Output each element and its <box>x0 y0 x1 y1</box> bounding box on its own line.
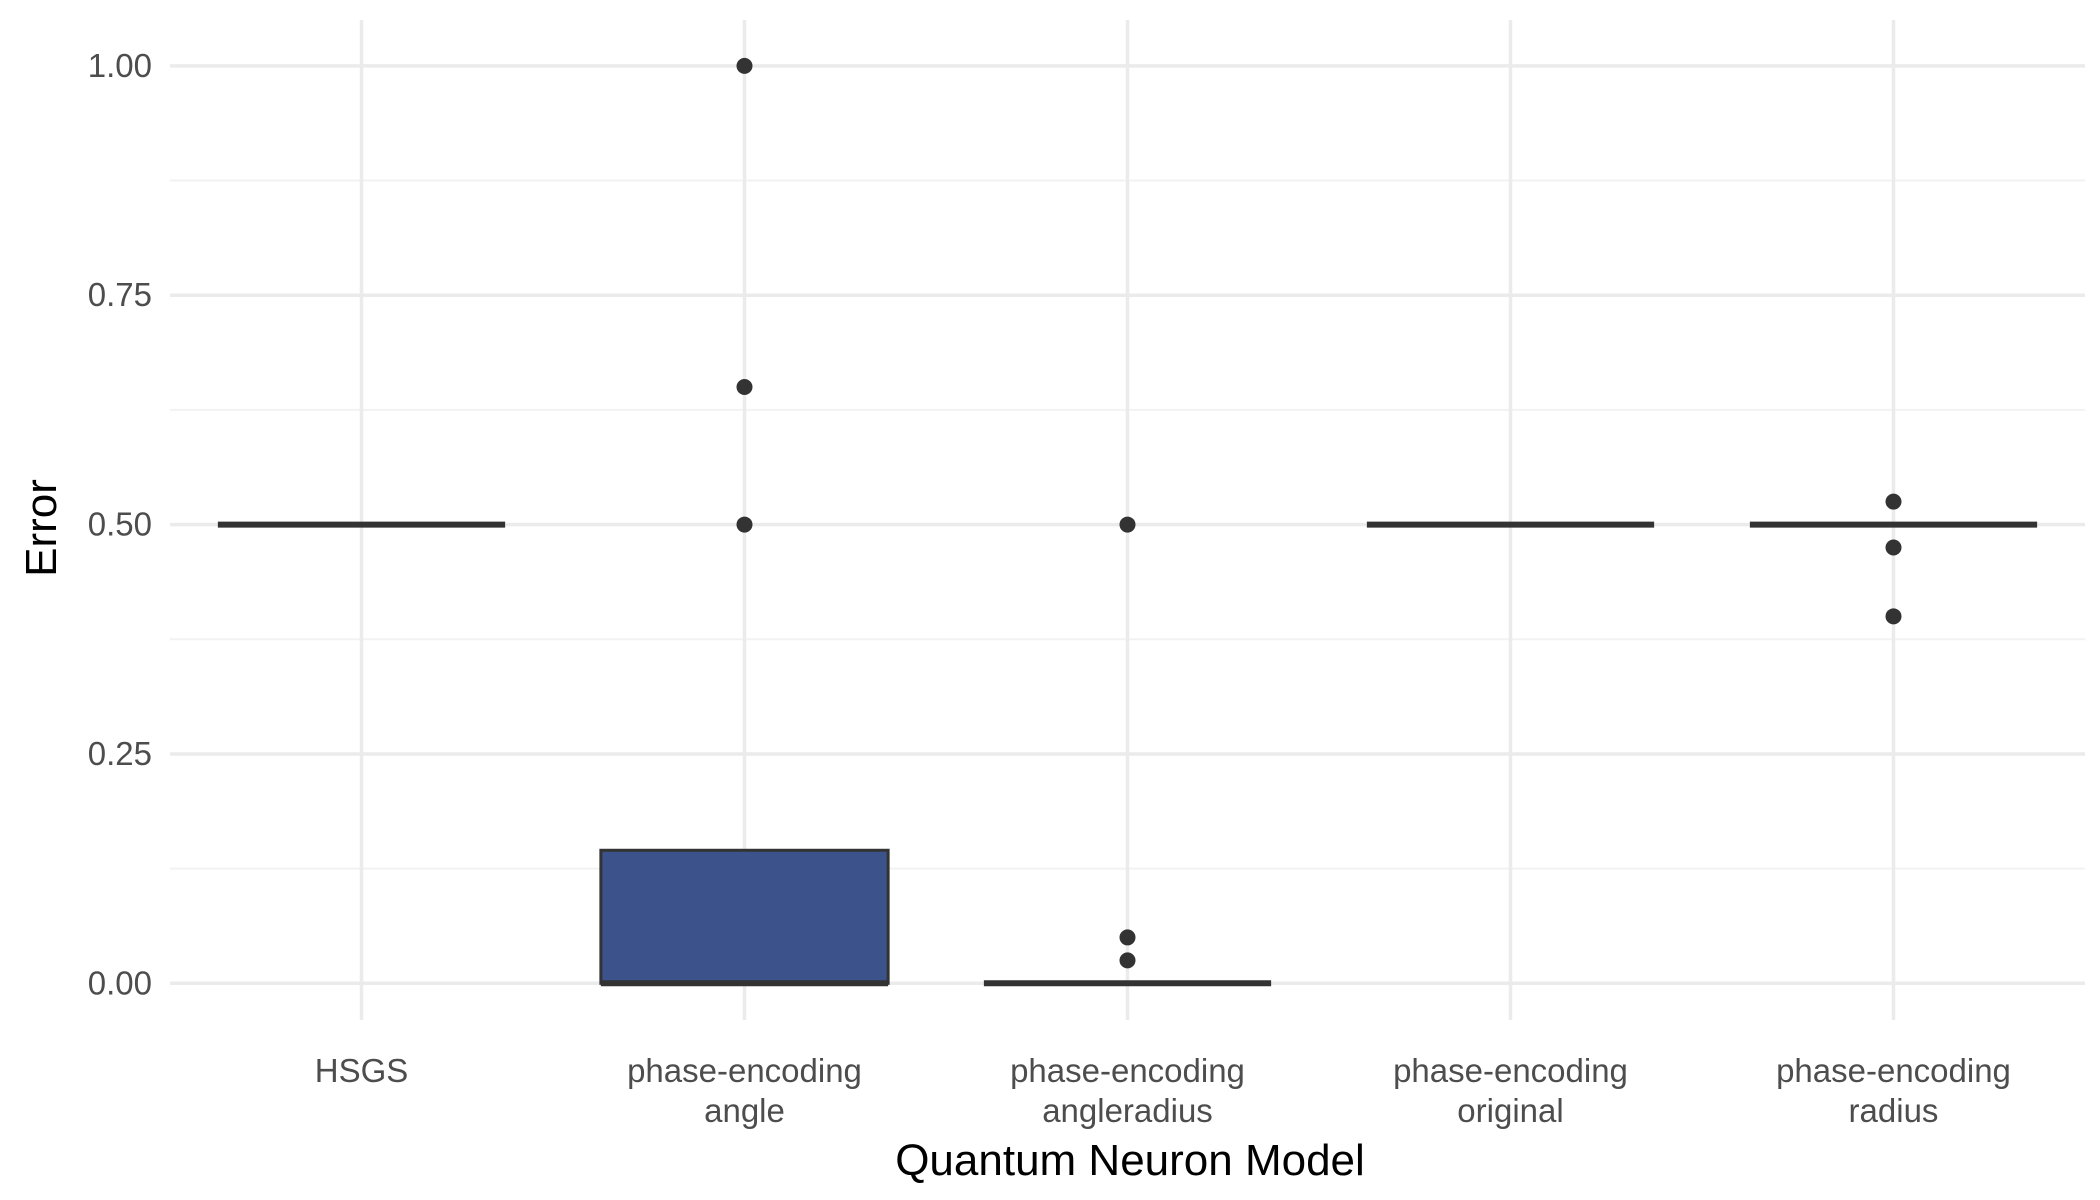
outlier-point <box>1119 952 1136 969</box>
box <box>599 848 890 985</box>
outlier-point <box>736 378 753 395</box>
y-tick-label: 0.25 <box>88 735 152 772</box>
outlier-point <box>1885 539 1902 556</box>
outlier-points <box>736 57 1902 969</box>
y-tick-label: 0.50 <box>88 506 152 543</box>
y-axis-tick-labels: 0.00 0.25 0.50 0.75 1.00 <box>88 47 152 1001</box>
outlier-point <box>736 516 753 533</box>
x-tick-label: phase-encoding angleradius <box>1010 1052 1245 1129</box>
x-axis-tick-labels: HSGS phase-encoding angle phase-encoding ang… <box>315 1052 2011 1129</box>
outlier-point <box>1885 608 1902 625</box>
outlier-point <box>1885 493 1902 510</box>
x-tick-label: phase-encoding original <box>1393 1052 1628 1129</box>
boxes <box>217 521 2038 987</box>
x-tick-label: phase-encoding angle <box>627 1052 862 1129</box>
y-tick-label: 1.00 <box>88 47 152 84</box>
y-axis-title: Error <box>17 479 66 577</box>
y-tick-label: 0.75 <box>88 276 152 313</box>
x-axis-title: Quantum Neuron Model <box>895 1136 1365 1185</box>
x-tick-label: HSGS <box>315 1052 409 1089</box>
y-tick-label: 0.00 <box>88 964 152 1001</box>
outlier-point <box>736 57 753 74</box>
outlier-point <box>1119 929 1136 946</box>
outlier-point <box>1119 516 1136 533</box>
x-tick-label: phase-encoding radius <box>1776 1052 2011 1129</box>
